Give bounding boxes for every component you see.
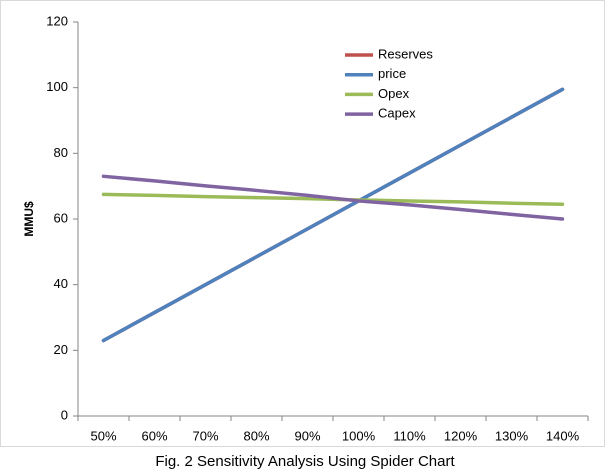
x-tick-label: 90% [294,428,320,443]
x-tick-label: 80% [243,428,269,443]
y-tick-label: 40 [54,276,68,291]
x-tick-label: 50% [90,428,116,443]
legend-label: price [378,66,406,81]
chart-frame [0,0,605,447]
legend-label: Opex [378,86,410,101]
legend-label: Reserves [378,46,433,61]
caption: Fig. 2 Sensitivity Analysis Using Spider… [155,453,455,470]
x-tick-label: 60% [141,428,167,443]
y-tick-label: 100 [46,79,68,94]
x-tick-label: 140% [546,428,580,443]
series-line [101,174,565,221]
x-tick-label: 100% [342,428,376,443]
y-tick-label: 60 [54,210,68,225]
y-tick-label: 80 [54,145,68,160]
x-tick-label: 120% [444,428,478,443]
y-tick-label: 20 [54,342,68,357]
y-tick-label: 0 [61,407,68,422]
x-tick-label: 130% [495,428,529,443]
y-tick-label: 120 [46,13,68,28]
x-tick-label: 70% [192,428,218,443]
series-line [101,87,565,343]
x-tick-label: 110% [393,428,426,443]
y-axis-label: MMU$ [22,201,36,237]
legend-label: Capex [378,106,416,121]
